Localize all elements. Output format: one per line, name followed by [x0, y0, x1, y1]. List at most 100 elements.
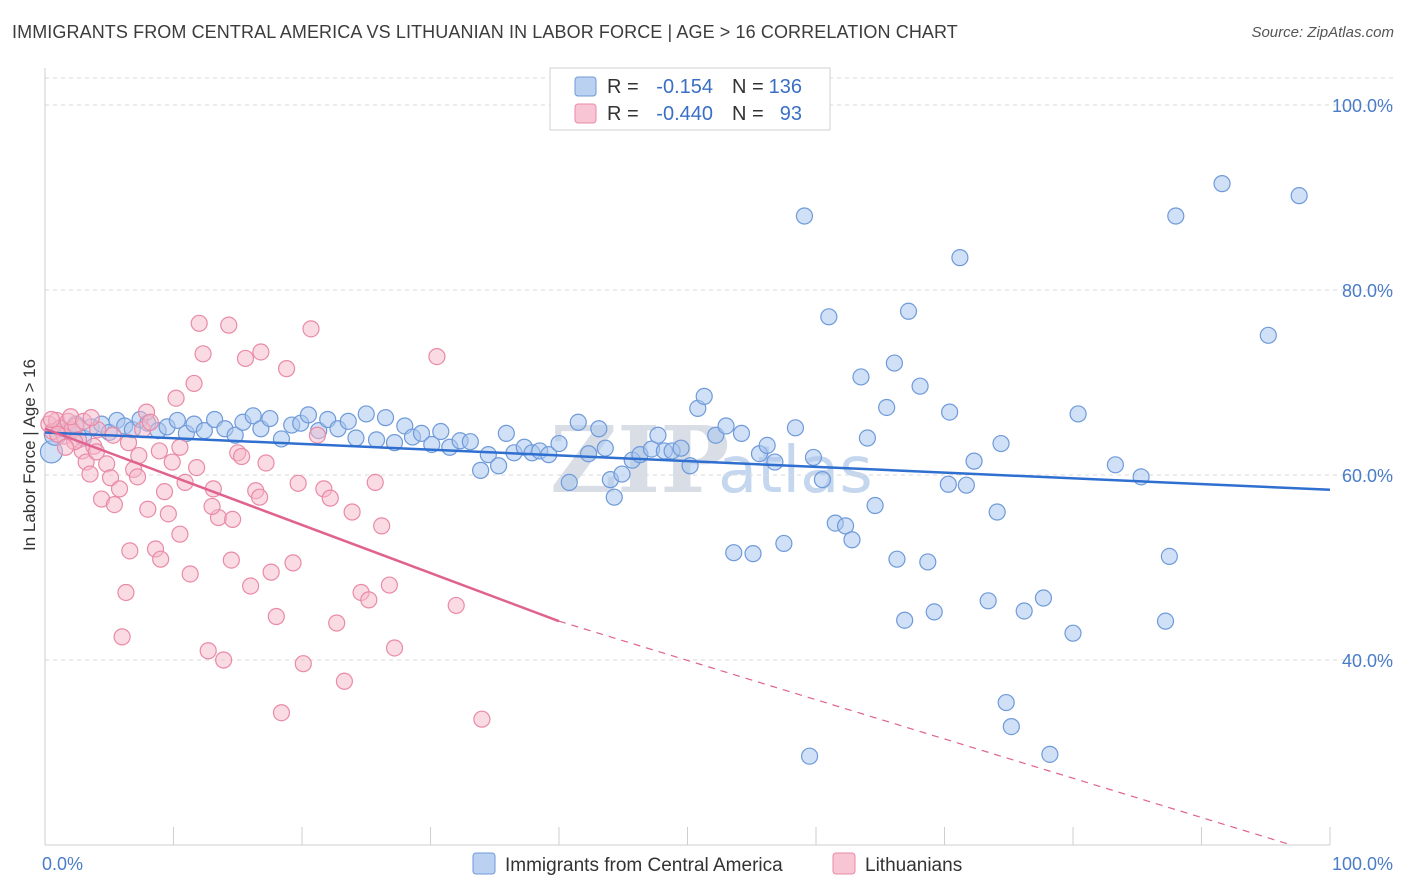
y-axis-label: In Labor Force | Age > 16 — [20, 359, 39, 551]
data-point-central-america — [244, 407, 262, 425]
data-point-lithuanians — [171, 438, 189, 456]
data-point-central-america — [992, 434, 1010, 453]
data-point-central-america — [1167, 207, 1185, 225]
data-point-central-america — [997, 693, 1015, 712]
data-point-lithuanians — [343, 503, 361, 521]
data-point-central-america — [672, 439, 690, 457]
data-point-central-america — [911, 377, 929, 395]
data-point-lithuanians — [277, 360, 296, 378]
data-point-central-america — [649, 426, 667, 444]
gridlines — [45, 77, 1395, 661]
data-point-lithuanians — [150, 442, 168, 460]
bottom-legend-swatch-pink — [832, 852, 856, 875]
data-point-lithuanians — [113, 628, 131, 646]
data-point-central-america — [596, 439, 614, 457]
source-credit: Source: ZipAtlas.com — [1251, 24, 1394, 41]
bottom-legend-swatch-blue — [472, 852, 496, 875]
data-point-lithuanians — [101, 469, 120, 487]
data-point-central-america — [866, 496, 884, 515]
data-point-lithuanians — [188, 459, 206, 477]
data-point-central-america — [951, 249, 969, 267]
data-point-central-america — [888, 550, 906, 568]
data-point-central-america — [590, 420, 608, 438]
data-point-lithuanians — [121, 542, 139, 560]
data-point-lithuanians — [321, 489, 339, 507]
data-point-lithuanians — [194, 345, 212, 363]
data-point-lithuanians — [252, 343, 270, 361]
data-point-central-america — [569, 413, 587, 431]
data-point-lithuanians — [56, 438, 75, 456]
trendline-central-america — [44, 431, 1331, 492]
data-point-lithuanians — [233, 447, 251, 466]
data-point-central-america — [347, 429, 365, 447]
data-point-lithuanians — [220, 316, 238, 334]
data-point-central-america — [899, 302, 918, 320]
data-point-central-america — [168, 411, 186, 430]
data-point-lithuanians — [215, 651, 233, 669]
series-legend: Immigrants from Central America Lithuani… — [472, 852, 962, 876]
data-point-central-america — [878, 398, 896, 417]
watermark: ZIP atlas — [550, 406, 873, 514]
data-point-central-america — [1160, 547, 1178, 566]
x-tick-label-max: 100.0% — [1332, 854, 1393, 874]
data-point-lithuanians — [81, 465, 99, 483]
data-point-lithuanians — [128, 468, 147, 486]
data-point-lithuanians — [360, 591, 378, 609]
legend-n-label-1: N = — [732, 76, 764, 98]
data-point-central-america — [896, 611, 914, 629]
data-point-lithuanians — [328, 614, 346, 632]
data-point-lithuanians — [257, 454, 275, 472]
data-point-central-america — [1002, 717, 1020, 736]
data-point-central-america — [919, 553, 937, 571]
trend-lines — [44, 427, 1331, 846]
data-point-central-america — [367, 431, 386, 449]
data-point-lithuanians — [163, 453, 181, 471]
legend-r-label-2: R = — [607, 103, 639, 125]
data-point-central-america — [1069, 405, 1087, 423]
data-point-central-america — [732, 424, 751, 442]
data-point-central-america — [272, 430, 291, 448]
data-point-lithuanians — [267, 607, 285, 626]
data-point-lithuanians — [447, 596, 465, 615]
data-point-central-america — [472, 461, 490, 479]
data-point-lithuanians — [284, 554, 302, 572]
data-point-lithuanians — [119, 434, 138, 452]
data-point-lithuanians — [181, 565, 199, 583]
data-point-central-america — [613, 465, 631, 483]
data-point-lithuanians — [222, 551, 240, 569]
data-point-lithuanians — [428, 348, 446, 366]
data-point-lithuanians — [155, 483, 174, 501]
data-point-central-america — [795, 207, 814, 225]
data-point-lithuanians — [308, 426, 327, 444]
data-point-lithuanians — [190, 314, 208, 332]
data-point-central-america — [758, 436, 776, 454]
data-point-central-america — [852, 368, 870, 386]
data-point-central-america — [605, 488, 623, 506]
data-point-lithuanians — [250, 488, 269, 506]
data-point-lithuanians — [141, 413, 159, 431]
data-point-central-america — [695, 387, 713, 405]
data-point-central-america — [357, 405, 375, 423]
data-point-central-america — [820, 308, 838, 326]
data-point-central-america — [461, 433, 479, 451]
data-point-central-america — [786, 419, 805, 437]
data-point-central-america — [1290, 187, 1308, 205]
data-point-lithuanians — [139, 500, 157, 518]
data-point-central-america — [550, 434, 568, 453]
legend-swatch-blue — [574, 76, 597, 97]
data-point-central-america — [979, 592, 997, 610]
data-point-central-america — [957, 476, 975, 494]
data-point-central-america — [376, 409, 395, 427]
data-point-lithuanians — [294, 655, 312, 673]
data-point-central-america — [1213, 175, 1231, 193]
data-point-central-america — [843, 531, 861, 549]
data-point-central-america — [885, 354, 903, 372]
legend-r-value-2: -0.440 — [656, 103, 713, 125]
data-point-central-america — [479, 446, 497, 464]
legend-n-value-1: 136 — [769, 76, 802, 98]
data-point-central-america — [941, 403, 959, 421]
data-point-lithuanians — [82, 409, 100, 427]
data-point-central-america — [299, 406, 318, 424]
data-point-lithuanians — [203, 497, 221, 516]
data-point-lithuanians — [473, 710, 491, 728]
